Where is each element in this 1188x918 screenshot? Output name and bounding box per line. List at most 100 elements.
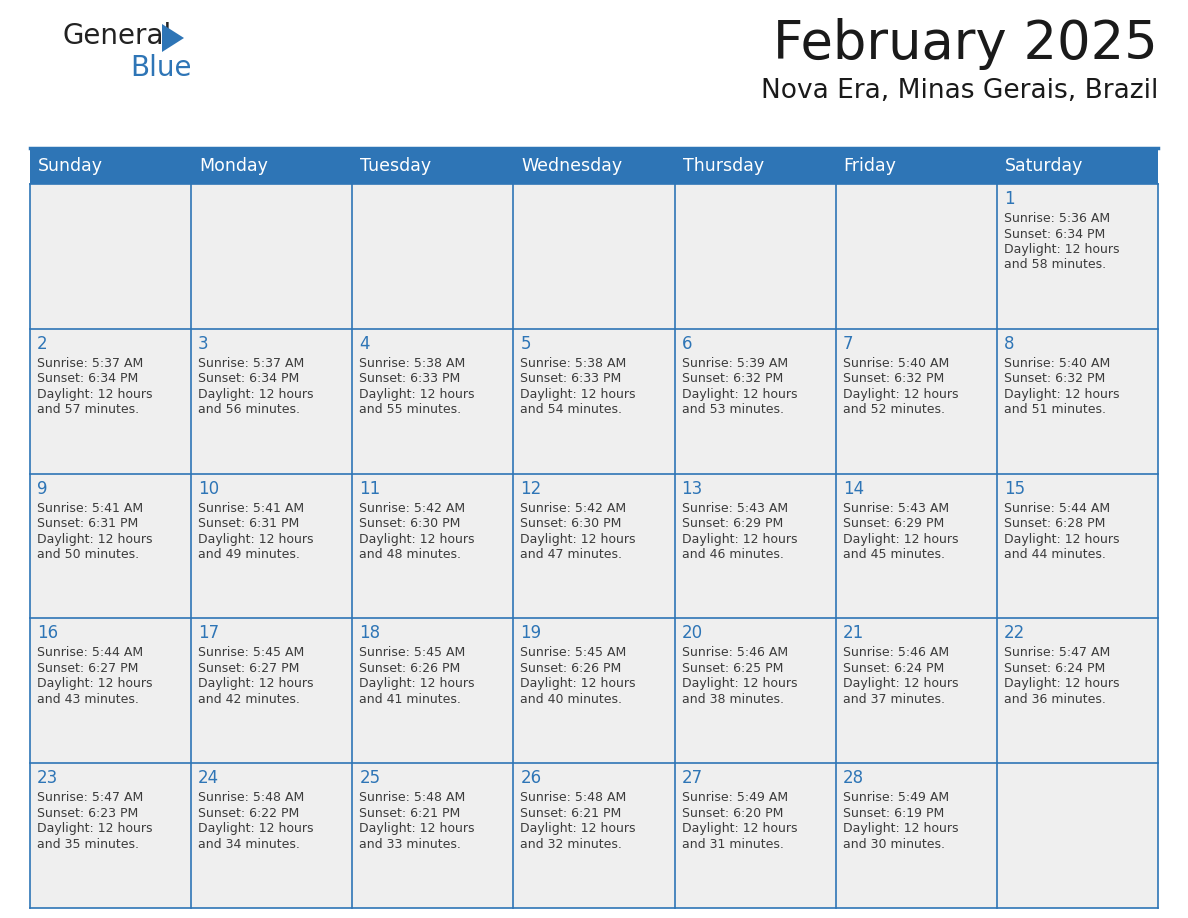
Bar bbox=[353, 184, 513, 329]
Text: 19: 19 bbox=[520, 624, 542, 643]
Text: Daylight: 12 hours: Daylight: 12 hours bbox=[37, 532, 152, 545]
Text: Sunrise: 5:44 AM: Sunrise: 5:44 AM bbox=[37, 646, 143, 659]
Text: Sunrise: 5:44 AM: Sunrise: 5:44 AM bbox=[1004, 501, 1110, 515]
Text: Sunrise: 5:48 AM: Sunrise: 5:48 AM bbox=[520, 791, 627, 804]
Bar bbox=[513, 184, 675, 329]
Text: Daylight: 12 hours: Daylight: 12 hours bbox=[842, 823, 959, 835]
Text: and 36 minutes.: and 36 minutes. bbox=[1004, 693, 1106, 706]
Bar bbox=[675, 184, 835, 329]
Text: Daylight: 12 hours: Daylight: 12 hours bbox=[198, 677, 314, 690]
Bar bbox=[835, 329, 997, 474]
Bar bbox=[997, 763, 1158, 908]
Text: Daylight: 12 hours: Daylight: 12 hours bbox=[1004, 677, 1119, 690]
Text: 28: 28 bbox=[842, 769, 864, 788]
Text: Sunset: 6:32 PM: Sunset: 6:32 PM bbox=[1004, 373, 1105, 386]
Text: 25: 25 bbox=[359, 769, 380, 788]
Bar bbox=[513, 329, 675, 474]
Text: Daylight: 12 hours: Daylight: 12 hours bbox=[198, 387, 314, 401]
Text: and 37 minutes.: and 37 minutes. bbox=[842, 693, 944, 706]
Text: and 57 minutes.: and 57 minutes. bbox=[37, 403, 139, 416]
Text: Daylight: 12 hours: Daylight: 12 hours bbox=[682, 823, 797, 835]
Text: Saturday: Saturday bbox=[1005, 157, 1083, 175]
Bar bbox=[191, 184, 353, 329]
Text: Daylight: 12 hours: Daylight: 12 hours bbox=[842, 532, 959, 545]
Bar bbox=[191, 619, 353, 763]
Text: Daylight: 12 hours: Daylight: 12 hours bbox=[1004, 387, 1119, 401]
Bar bbox=[675, 329, 835, 474]
Bar bbox=[353, 763, 513, 908]
Text: 26: 26 bbox=[520, 769, 542, 788]
Text: 23: 23 bbox=[37, 769, 58, 788]
Text: Daylight: 12 hours: Daylight: 12 hours bbox=[37, 823, 152, 835]
Text: 21: 21 bbox=[842, 624, 864, 643]
Text: Sunset: 6:32 PM: Sunset: 6:32 PM bbox=[682, 373, 783, 386]
Text: Sunrise: 5:37 AM: Sunrise: 5:37 AM bbox=[37, 357, 144, 370]
Bar bbox=[513, 619, 675, 763]
Text: 10: 10 bbox=[198, 479, 220, 498]
Text: 11: 11 bbox=[359, 479, 380, 498]
Text: Daylight: 12 hours: Daylight: 12 hours bbox=[842, 387, 959, 401]
Text: Daylight: 12 hours: Daylight: 12 hours bbox=[198, 823, 314, 835]
Text: Daylight: 12 hours: Daylight: 12 hours bbox=[359, 677, 475, 690]
Text: Sunset: 6:29 PM: Sunset: 6:29 PM bbox=[842, 517, 944, 530]
Text: Daylight: 12 hours: Daylight: 12 hours bbox=[37, 387, 152, 401]
Text: 13: 13 bbox=[682, 479, 703, 498]
Text: Sunset: 6:34 PM: Sunset: 6:34 PM bbox=[37, 373, 138, 386]
Text: Sunrise: 5:45 AM: Sunrise: 5:45 AM bbox=[198, 646, 304, 659]
Text: 9: 9 bbox=[37, 479, 48, 498]
Text: Blue: Blue bbox=[129, 54, 191, 82]
Bar bbox=[835, 619, 997, 763]
Text: 20: 20 bbox=[682, 624, 702, 643]
Text: Sunset: 6:21 PM: Sunset: 6:21 PM bbox=[359, 807, 461, 820]
Text: Sunrise: 5:49 AM: Sunrise: 5:49 AM bbox=[682, 791, 788, 804]
Text: 8: 8 bbox=[1004, 335, 1015, 353]
Text: 4: 4 bbox=[359, 335, 369, 353]
Text: Sunrise: 5:38 AM: Sunrise: 5:38 AM bbox=[520, 357, 627, 370]
Bar bbox=[191, 329, 353, 474]
Text: Sunrise: 5:41 AM: Sunrise: 5:41 AM bbox=[37, 501, 143, 515]
Text: and 32 minutes.: and 32 minutes. bbox=[520, 838, 623, 851]
Text: Wednesday: Wednesday bbox=[522, 157, 623, 175]
Text: Sunrise: 5:39 AM: Sunrise: 5:39 AM bbox=[682, 357, 788, 370]
Text: 17: 17 bbox=[198, 624, 220, 643]
Text: Sunset: 6:31 PM: Sunset: 6:31 PM bbox=[198, 517, 299, 530]
Text: Sunrise: 5:43 AM: Sunrise: 5:43 AM bbox=[682, 501, 788, 515]
Text: Sunset: 6:24 PM: Sunset: 6:24 PM bbox=[1004, 662, 1105, 675]
Text: 22: 22 bbox=[1004, 624, 1025, 643]
Bar bbox=[191, 763, 353, 908]
Text: Daylight: 12 hours: Daylight: 12 hours bbox=[1004, 532, 1119, 545]
Bar bbox=[191, 474, 353, 619]
Text: Sunset: 6:29 PM: Sunset: 6:29 PM bbox=[682, 517, 783, 530]
Text: Sunrise: 5:40 AM: Sunrise: 5:40 AM bbox=[842, 357, 949, 370]
Text: Daylight: 12 hours: Daylight: 12 hours bbox=[37, 677, 152, 690]
Bar bbox=[30, 763, 191, 908]
Bar bbox=[835, 474, 997, 619]
Text: Sunrise: 5:45 AM: Sunrise: 5:45 AM bbox=[520, 646, 627, 659]
Bar bbox=[353, 619, 513, 763]
Bar bbox=[997, 474, 1158, 619]
Text: and 54 minutes.: and 54 minutes. bbox=[520, 403, 623, 416]
Text: Sunrise: 5:46 AM: Sunrise: 5:46 AM bbox=[682, 646, 788, 659]
Text: Daylight: 12 hours: Daylight: 12 hours bbox=[359, 387, 475, 401]
Text: and 44 minutes.: and 44 minutes. bbox=[1004, 548, 1106, 561]
Text: Sunset: 6:24 PM: Sunset: 6:24 PM bbox=[842, 662, 944, 675]
Text: and 58 minutes.: and 58 minutes. bbox=[1004, 259, 1106, 272]
Text: and 53 minutes.: and 53 minutes. bbox=[682, 403, 784, 416]
Text: Sunrise: 5:38 AM: Sunrise: 5:38 AM bbox=[359, 357, 466, 370]
Text: Daylight: 12 hours: Daylight: 12 hours bbox=[1004, 243, 1119, 256]
Text: Sunset: 6:31 PM: Sunset: 6:31 PM bbox=[37, 517, 138, 530]
Text: Daylight: 12 hours: Daylight: 12 hours bbox=[682, 677, 797, 690]
Text: and 43 minutes.: and 43 minutes. bbox=[37, 693, 139, 706]
Bar bbox=[353, 474, 513, 619]
Bar bbox=[997, 184, 1158, 329]
Text: 16: 16 bbox=[37, 624, 58, 643]
Bar bbox=[353, 329, 513, 474]
Text: Sunset: 6:20 PM: Sunset: 6:20 PM bbox=[682, 807, 783, 820]
Text: Daylight: 12 hours: Daylight: 12 hours bbox=[520, 823, 636, 835]
Text: Sunrise: 5:42 AM: Sunrise: 5:42 AM bbox=[359, 501, 466, 515]
Text: Daylight: 12 hours: Daylight: 12 hours bbox=[520, 387, 636, 401]
Text: 24: 24 bbox=[198, 769, 220, 788]
Text: 6: 6 bbox=[682, 335, 693, 353]
Bar bbox=[513, 763, 675, 908]
Bar bbox=[675, 763, 835, 908]
